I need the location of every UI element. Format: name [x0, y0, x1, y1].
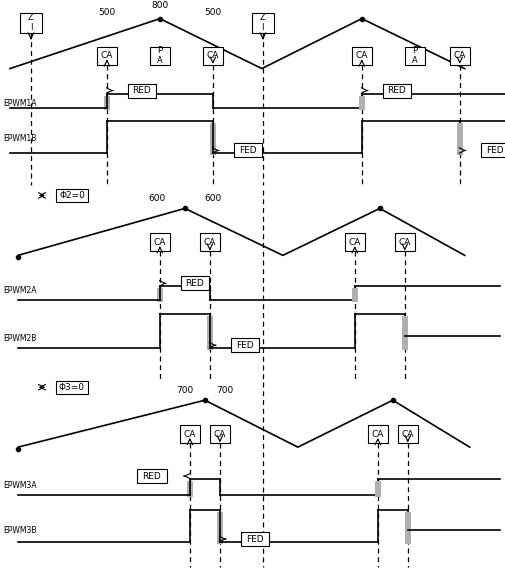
- Text: 500: 500: [204, 8, 221, 17]
- Text: CA: CA: [213, 430, 226, 439]
- Text: P
A: P A: [411, 46, 417, 65]
- Bar: [251, 13, 273, 33]
- Text: RED: RED: [387, 86, 406, 95]
- Bar: [394, 233, 414, 252]
- Text: 600: 600: [148, 194, 165, 203]
- Text: Z
I: Z I: [28, 13, 34, 32]
- Text: Z
I: Z I: [260, 13, 265, 32]
- Bar: [207, 316, 213, 350]
- Text: CA: CA: [452, 51, 465, 60]
- Text: EPWM3B: EPWM3B: [3, 525, 36, 535]
- Bar: [186, 481, 192, 497]
- Text: FED: FED: [485, 146, 502, 155]
- Text: CA: CA: [355, 51, 367, 60]
- Bar: [56, 380, 88, 394]
- Text: EPWM1A: EPWM1A: [3, 99, 36, 108]
- Text: CA: CA: [348, 238, 360, 247]
- Bar: [128, 84, 156, 97]
- Text: P
A: P A: [157, 46, 163, 65]
- Bar: [449, 46, 469, 65]
- Bar: [240, 532, 268, 546]
- Bar: [344, 233, 364, 252]
- Text: Φ2=0: Φ2=0: [59, 191, 85, 200]
- Text: EPWM3A: EPWM3A: [3, 481, 36, 489]
- Bar: [217, 512, 222, 544]
- Bar: [210, 425, 229, 443]
- Text: 600: 600: [204, 194, 221, 203]
- Bar: [180, 425, 199, 443]
- Bar: [97, 46, 117, 65]
- Bar: [137, 469, 167, 483]
- Bar: [181, 276, 209, 291]
- Text: CA: CA: [398, 238, 410, 247]
- Bar: [149, 233, 170, 252]
- Bar: [358, 96, 364, 109]
- Bar: [233, 143, 261, 158]
- Text: EPWM1B: EPWM1B: [3, 134, 36, 143]
- Text: FED: FED: [235, 341, 253, 350]
- Text: CA: CA: [371, 430, 383, 439]
- Text: RED: RED: [132, 86, 151, 95]
- Bar: [104, 96, 110, 109]
- Bar: [351, 46, 371, 65]
- Text: CA: CA: [100, 51, 113, 60]
- Text: CA: CA: [183, 430, 196, 439]
- Bar: [404, 46, 424, 65]
- Text: 700: 700: [216, 386, 233, 395]
- Text: 800: 800: [151, 1, 168, 10]
- Text: RED: RED: [142, 472, 161, 481]
- Bar: [199, 233, 220, 252]
- Text: FED: FED: [238, 146, 256, 155]
- Bar: [203, 46, 222, 65]
- Bar: [351, 288, 357, 303]
- Bar: [397, 425, 417, 443]
- Text: CA: CA: [154, 238, 166, 247]
- Text: CA: CA: [206, 51, 219, 60]
- Text: Φ3=0: Φ3=0: [59, 383, 85, 392]
- Text: CA: CA: [204, 238, 216, 247]
- Bar: [230, 338, 259, 352]
- Bar: [404, 512, 410, 544]
- Bar: [401, 316, 407, 350]
- Text: CA: CA: [401, 430, 413, 439]
- Bar: [382, 84, 410, 97]
- Text: RED: RED: [185, 279, 204, 288]
- Bar: [20, 13, 42, 33]
- Bar: [367, 425, 387, 443]
- Text: 700: 700: [176, 386, 193, 395]
- Bar: [374, 481, 380, 497]
- Bar: [149, 46, 170, 65]
- Text: FED: FED: [245, 535, 263, 544]
- Text: EPWM2A: EPWM2A: [3, 286, 36, 295]
- Text: EPWM2B: EPWM2B: [3, 333, 36, 343]
- Bar: [210, 123, 216, 155]
- Text: 500: 500: [98, 8, 115, 17]
- Bar: [157, 288, 163, 303]
- Bar: [480, 143, 505, 158]
- Bar: [456, 123, 462, 155]
- Bar: [56, 189, 88, 202]
